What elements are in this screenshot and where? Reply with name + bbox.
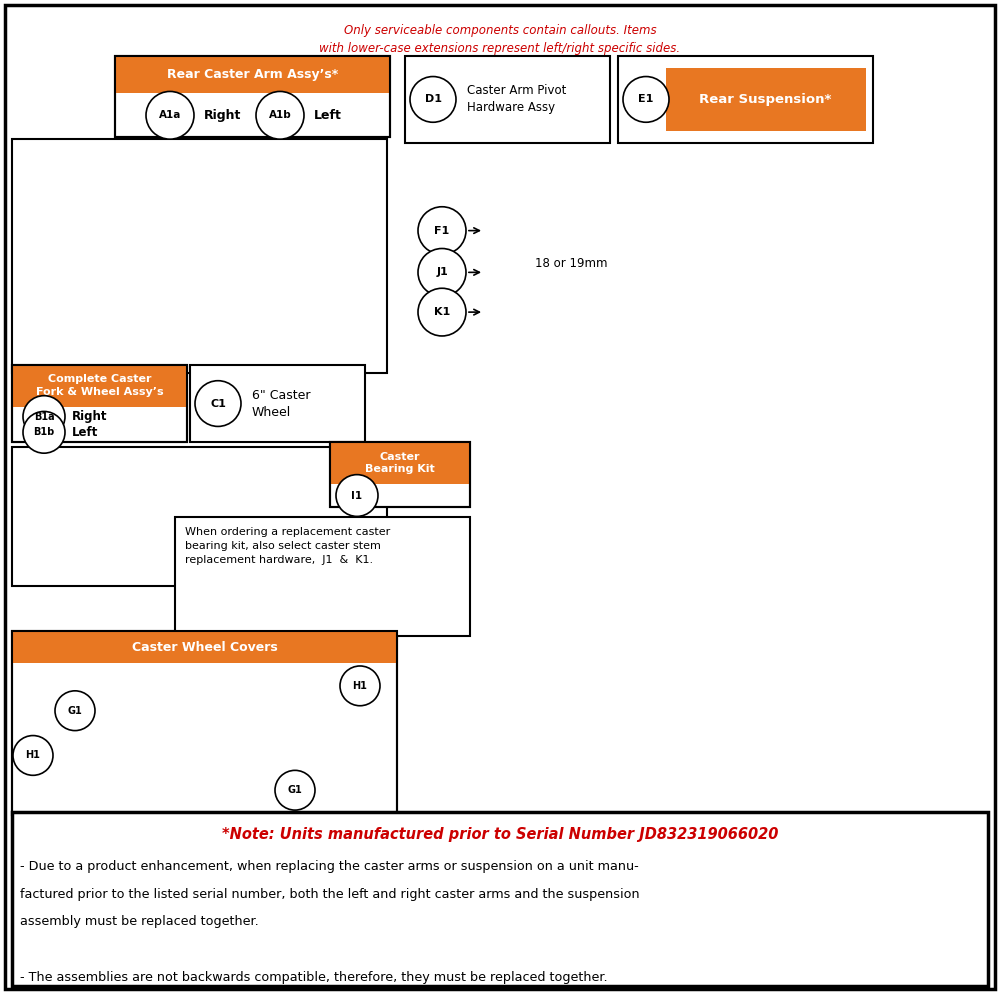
FancyBboxPatch shape: [12, 631, 397, 663]
Text: A1b: A1b: [269, 110, 291, 120]
Text: F1: F1: [434, 226, 450, 236]
Text: *Note: Units manufactured prior to Serial Number JD832319066020: *Note: Units manufactured prior to Seria…: [222, 827, 778, 842]
Text: H1: H1: [353, 681, 367, 691]
Circle shape: [195, 381, 241, 426]
Text: Caster Arm Pivot
Hardware Assy: Caster Arm Pivot Hardware Assy: [467, 84, 566, 114]
Circle shape: [146, 91, 194, 139]
Circle shape: [418, 248, 466, 296]
Text: - The assemblies are not backwards compatible, therefore, they must be replaced : - The assemblies are not backwards compa…: [20, 971, 608, 984]
FancyBboxPatch shape: [12, 631, 397, 815]
Circle shape: [256, 91, 304, 139]
Text: E1: E1: [638, 94, 654, 104]
Text: Caster
Bearing Kit: Caster Bearing Kit: [365, 452, 435, 474]
Text: C1: C1: [210, 399, 226, 409]
Circle shape: [410, 77, 456, 122]
Circle shape: [23, 396, 65, 437]
Text: I1: I1: [351, 490, 363, 501]
Text: When ordering a replacement caster
bearing kit, also select caster stem
replacem: When ordering a replacement caster beari…: [185, 527, 390, 565]
Text: Rear Caster Arm Assy’s*: Rear Caster Arm Assy’s*: [167, 68, 338, 82]
Text: D1: D1: [425, 94, 442, 104]
Text: G1: G1: [68, 706, 82, 716]
Text: B1a: B1a: [34, 412, 54, 421]
FancyBboxPatch shape: [12, 447, 387, 586]
Text: Left: Left: [72, 425, 98, 438]
Text: factured prior to the listed serial number, both the left and right caster arms : factured prior to the listed serial numb…: [20, 888, 640, 901]
Text: - Due to a product enhancement, when replacing the caster arms or suspension on : - Due to a product enhancement, when rep…: [20, 860, 639, 873]
Circle shape: [418, 207, 466, 254]
FancyBboxPatch shape: [330, 442, 470, 484]
Circle shape: [336, 475, 378, 517]
FancyBboxPatch shape: [12, 365, 187, 407]
FancyBboxPatch shape: [175, 517, 470, 636]
Text: A1a: A1a: [159, 110, 181, 120]
Text: assembly must be replaced together.: assembly must be replaced together.: [20, 915, 259, 928]
Text: Right: Right: [72, 411, 108, 423]
Text: 18 or 19mm: 18 or 19mm: [535, 256, 608, 270]
FancyBboxPatch shape: [330, 442, 470, 507]
Text: Complete Caster
Fork & Wheel Assy’s: Complete Caster Fork & Wheel Assy’s: [36, 375, 163, 397]
Circle shape: [23, 412, 65, 453]
Text: Left: Left: [314, 108, 342, 122]
FancyBboxPatch shape: [405, 56, 610, 143]
Circle shape: [340, 666, 380, 706]
Text: K1: K1: [434, 307, 450, 317]
FancyBboxPatch shape: [5, 5, 995, 989]
FancyBboxPatch shape: [115, 56, 390, 137]
FancyBboxPatch shape: [12, 365, 187, 442]
Circle shape: [418, 288, 466, 336]
Text: H1: H1: [26, 750, 40, 760]
Text: G1: G1: [288, 785, 302, 795]
FancyBboxPatch shape: [618, 56, 873, 143]
FancyBboxPatch shape: [12, 812, 988, 986]
Circle shape: [275, 770, 315, 810]
Text: J1: J1: [436, 267, 448, 277]
Text: 6" Caster
Wheel: 6" Caster Wheel: [252, 389, 310, 418]
FancyBboxPatch shape: [12, 139, 387, 373]
FancyBboxPatch shape: [115, 56, 390, 93]
Circle shape: [55, 691, 95, 731]
Circle shape: [623, 77, 669, 122]
FancyBboxPatch shape: [190, 365, 365, 442]
Text: Rear Suspension*: Rear Suspension*: [699, 92, 832, 106]
Text: Caster Wheel Covers: Caster Wheel Covers: [132, 640, 277, 654]
FancyBboxPatch shape: [666, 68, 866, 131]
Text: Only serviceable components contain callouts. Items
with lower-case extensions r: Only serviceable components contain call…: [319, 24, 681, 55]
Circle shape: [13, 736, 53, 775]
Text: Right: Right: [204, 108, 241, 122]
Text: B1b: B1b: [33, 427, 55, 437]
